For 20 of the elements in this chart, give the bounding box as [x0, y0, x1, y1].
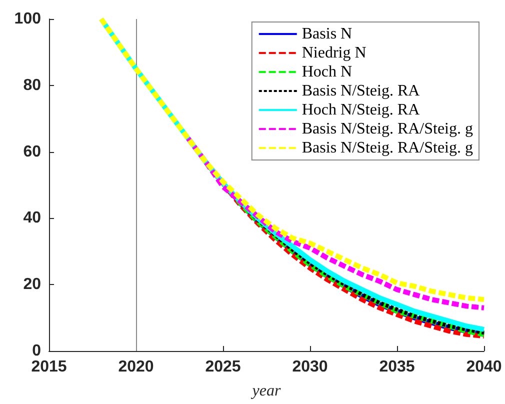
legend-label: Basis N: [302, 26, 353, 42]
y-tick-label: 40: [23, 210, 42, 227]
x-tick-label: 2040: [466, 358, 502, 376]
x-tick-label: 2035: [379, 358, 415, 376]
x-axis-title: year: [250, 382, 282, 400]
x-tick-label: 2015: [31, 358, 67, 376]
legend-label: Basis N/Steig. RA/Steig. g: [302, 140, 473, 156]
legend-label: Basis N/Steig. RA: [302, 82, 420, 100]
legend-label: Basis N/Steig. RA/Steig. g: [302, 120, 473, 138]
legend-label: Niedrig N: [302, 44, 367, 62]
y-tick-label: 80: [23, 76, 42, 94]
legend-label: Hoch N/Steig. RA: [302, 102, 420, 118]
y-tick-label: 0: [32, 342, 42, 360]
legend-label: Hoch N: [302, 64, 353, 80]
x-tick-label: 2020: [118, 358, 154, 376]
y-tick-label: 20: [23, 276, 42, 294]
x-tick-label: 2030: [292, 358, 328, 376]
y-tick-label: 100: [14, 10, 42, 28]
x-tick-label: 2025: [205, 358, 241, 376]
y-tick-label: 60: [23, 143, 42, 160]
